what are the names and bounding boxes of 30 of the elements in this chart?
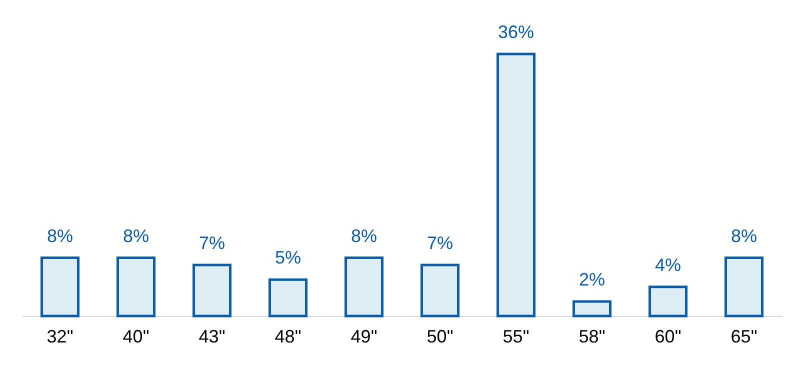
bar: [648, 286, 688, 318]
x-tick-label: 60": [654, 326, 682, 346]
x-tick-label: 55": [502, 326, 530, 346]
data-label: 8%: [46, 226, 74, 246]
data-label: 7%: [198, 233, 226, 254]
data-label: 36%: [498, 22, 534, 42]
bar: [344, 256, 384, 318]
bar: [420, 264, 460, 318]
x-tick-label: 65": [730, 326, 758, 346]
bar: [572, 300, 612, 318]
x-tick-label: 49": [350, 326, 378, 346]
bar: [496, 52, 536, 318]
x-tick-label: 48": [274, 326, 302, 346]
x-tick-label: 58": [578, 326, 606, 346]
x-tick-label: 32": [46, 326, 74, 346]
data-label: 8%: [122, 226, 150, 246]
bar: [724, 256, 764, 318]
bar: [116, 256, 156, 318]
x-tick-label: 40": [122, 326, 150, 346]
data-label: 8%: [730, 226, 758, 246]
data-label: 7%: [426, 233, 454, 254]
data-label: 4%: [654, 254, 682, 275]
data-label: 5%: [274, 248, 302, 268]
data-label: 2%: [578, 269, 606, 290]
bar: [40, 256, 80, 318]
x-tick-label: 50": [426, 326, 454, 346]
x-tick-label: 43": [198, 326, 226, 346]
data-label: 8%: [350, 226, 378, 246]
bar: [192, 264, 232, 318]
bar: [268, 278, 308, 318]
